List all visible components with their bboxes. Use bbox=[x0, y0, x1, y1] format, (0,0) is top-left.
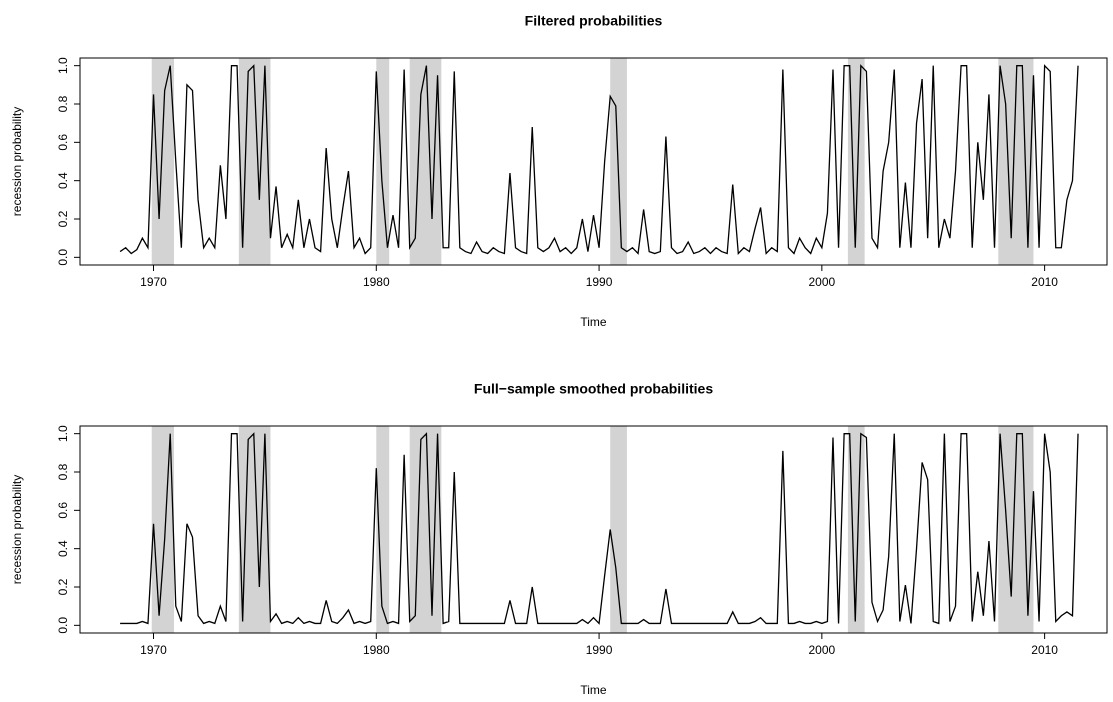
recession-band bbox=[847, 426, 865, 633]
y-tick-label: 0.6 bbox=[56, 502, 70, 519]
x-tick-label: 2000 bbox=[808, 643, 835, 657]
plot-box bbox=[79, 425, 1108, 634]
y-tick-label: 1.0 bbox=[56, 425, 70, 442]
x-axis-label: Time bbox=[580, 683, 607, 697]
recession-band bbox=[847, 58, 865, 265]
y-tick-label: 0.8 bbox=[56, 95, 70, 112]
recession-band bbox=[409, 426, 442, 633]
plot-box bbox=[79, 57, 1108, 266]
x-tick-label: 2010 bbox=[1031, 643, 1058, 657]
x-axis-label: Time bbox=[580, 315, 607, 329]
x-tick-label: 1980 bbox=[363, 275, 390, 289]
chart-title: Filtered probabilities bbox=[525, 13, 663, 29]
y-tick-label: 0.8 bbox=[56, 463, 70, 480]
x-tick-label: 1990 bbox=[586, 275, 613, 289]
y-axis-label: recession probability bbox=[10, 107, 24, 216]
x-tick-label: 2010 bbox=[1031, 275, 1058, 289]
x-tick-label: 2000 bbox=[808, 275, 835, 289]
x-tick-label: 1980 bbox=[363, 643, 390, 657]
y-tick-label: 0.4 bbox=[56, 540, 70, 557]
probability-line bbox=[119, 64, 1079, 255]
y-tick-label: 0.0 bbox=[56, 249, 70, 266]
chart-title: Full−sample smoothed probabilities bbox=[474, 381, 713, 397]
y-tick-label: 0.6 bbox=[56, 134, 70, 151]
recession-band bbox=[376, 426, 390, 633]
x-tick-label: 1990 bbox=[586, 643, 613, 657]
y-tick-label: 0.2 bbox=[56, 210, 70, 227]
y-tick-label: 0.0 bbox=[56, 617, 70, 634]
x-tick-label: 1970 bbox=[140, 275, 167, 289]
y-tick-label: 1.0 bbox=[56, 57, 70, 74]
y-tick-label: 0.4 bbox=[56, 172, 70, 189]
x-tick-label: 1970 bbox=[140, 643, 167, 657]
y-tick-label: 0.2 bbox=[56, 578, 70, 595]
y-axis-label: recession probability bbox=[10, 475, 24, 584]
recession-band bbox=[610, 426, 627, 633]
recession-band bbox=[376, 58, 390, 265]
recession-band bbox=[151, 58, 175, 265]
probability-line bbox=[120, 432, 1079, 625]
